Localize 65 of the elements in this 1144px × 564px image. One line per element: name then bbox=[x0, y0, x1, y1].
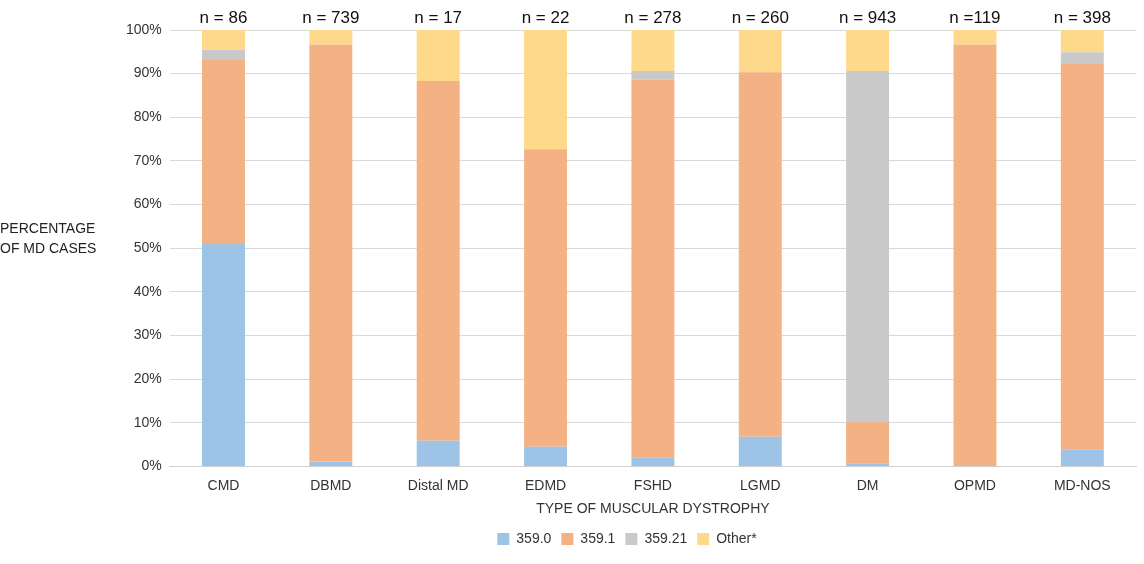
y-tick-label: 70% bbox=[133, 151, 162, 168]
annotation: n = 17 bbox=[414, 8, 463, 28]
bar bbox=[309, 30, 353, 45]
x-tick-label: Distal MD bbox=[407, 476, 469, 493]
bar bbox=[846, 30, 890, 72]
bar bbox=[202, 242, 245, 466]
y-tick-label: 30% bbox=[133, 326, 162, 343]
y-tick-label: 40% bbox=[133, 282, 162, 299]
annotation: n = 398 bbox=[1053, 8, 1111, 28]
annotation: n = 22 bbox=[521, 8, 570, 28]
bar bbox=[309, 44, 353, 462]
bar bbox=[202, 30, 245, 50]
bar bbox=[416, 30, 460, 82]
bar bbox=[416, 81, 460, 441]
x-tick-label: DM bbox=[856, 476, 879, 493]
bar bbox=[846, 463, 890, 466]
bar bbox=[846, 422, 890, 464]
y-tick-label: 0% bbox=[141, 457, 162, 474]
bar bbox=[631, 457, 675, 466]
x-tick-label: DBMD bbox=[310, 476, 352, 493]
x-tick-label: LGMD bbox=[740, 476, 781, 493]
y-tick-label: 100% bbox=[125, 20, 162, 37]
bar bbox=[309, 461, 353, 466]
bar bbox=[738, 30, 782, 73]
x-tick-label: FSHD bbox=[633, 476, 672, 493]
y-tick-label: 10% bbox=[133, 413, 162, 430]
bar bbox=[631, 79, 675, 458]
bar bbox=[202, 49, 245, 61]
x-tick-label: MD-NOS bbox=[1053, 476, 1111, 493]
bar bbox=[1060, 449, 1104, 466]
y-axis-title: PERCENTAGE OF MD CASES bbox=[0, 219, 98, 258]
annotation: n = 278 bbox=[624, 8, 682, 28]
annotation: n = 943 bbox=[839, 8, 897, 28]
legend-label: 359.1 bbox=[580, 529, 616, 546]
x-tick-label: EDMD bbox=[524, 476, 567, 493]
y-tick-label: 90% bbox=[133, 64, 162, 81]
bar bbox=[1060, 52, 1104, 64]
bar bbox=[524, 446, 568, 466]
bar bbox=[524, 30, 568, 150]
legend-label: Other* bbox=[716, 529, 758, 546]
bar bbox=[631, 30, 675, 72]
annotation: n = 86 bbox=[199, 8, 248, 28]
bar bbox=[631, 71, 675, 80]
x-tick-label: CMD bbox=[207, 476, 240, 493]
bar bbox=[1060, 63, 1104, 450]
legend-label: 359.0 bbox=[516, 529, 552, 546]
y-tick-label: 80% bbox=[133, 108, 162, 125]
bar bbox=[1060, 30, 1104, 53]
x-tick-label: OPMD bbox=[953, 476, 996, 493]
bar bbox=[846, 71, 890, 423]
bar bbox=[738, 436, 782, 466]
bar bbox=[738, 72, 782, 437]
bar bbox=[953, 44, 997, 466]
annotation: n =119 bbox=[949, 8, 1001, 28]
x-axis-title: TYPE OF MUSCULAR DYSTROPHY bbox=[536, 500, 771, 517]
bar bbox=[953, 30, 997, 45]
bar bbox=[524, 149, 568, 447]
y-tick-label: 20% bbox=[133, 369, 162, 386]
y-tick-label: 60% bbox=[133, 195, 162, 212]
annotation: n = 739 bbox=[302, 8, 360, 28]
bar bbox=[202, 60, 245, 243]
annotation: n = 260 bbox=[731, 8, 789, 28]
legend-label: 359.21 bbox=[644, 529, 688, 546]
bar bbox=[416, 440, 460, 466]
y-tick-label: 50% bbox=[133, 239, 162, 256]
